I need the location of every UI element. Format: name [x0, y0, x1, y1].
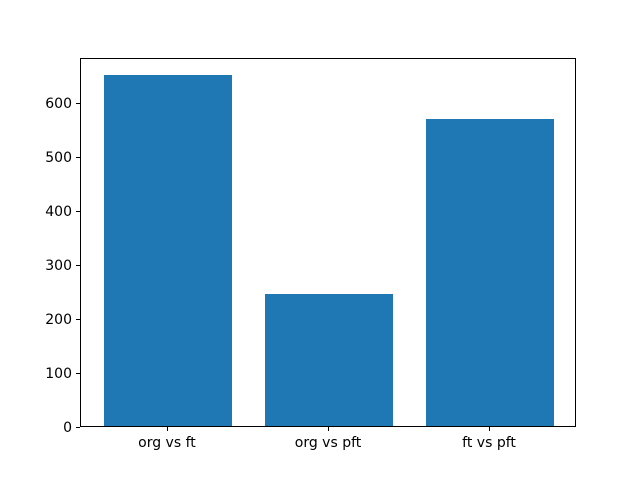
y-tick-mark — [76, 102, 80, 104]
y-tick-label: 0 — [63, 420, 72, 436]
x-tick-mark — [489, 427, 491, 431]
y-tick-label: 500 — [45, 149, 72, 166]
bar-org-vs-pft — [264, 293, 394, 426]
y-tick-mark — [76, 372, 80, 374]
x-tick-mark — [328, 427, 329, 431]
x-tick-label: org vs pft — [294, 435, 362, 451]
x-tick-label: ft vs pft — [462, 435, 516, 451]
y-tick-label: 200 — [45, 311, 72, 328]
y-tick-mark — [76, 156, 80, 158]
x-tick-label: org vs ft — [138, 435, 196, 451]
y-tick-mark — [76, 318, 80, 320]
y-tick-label: 600 — [45, 95, 72, 112]
y-tick-mark — [76, 210, 80, 212]
x-tick-mark — [166, 427, 168, 431]
y-tick-label: 100 — [45, 365, 72, 382]
y-tick-mark — [76, 264, 80, 266]
y-tick-label: 400 — [45, 203, 72, 220]
y-tick-label: 300 — [45, 257, 72, 274]
bar-org-vs-ft — [103, 74, 233, 426]
bar-ft-vs-pft — [425, 119, 555, 426]
plot-area — [80, 58, 576, 427]
y-tick-mark — [76, 427, 80, 428]
